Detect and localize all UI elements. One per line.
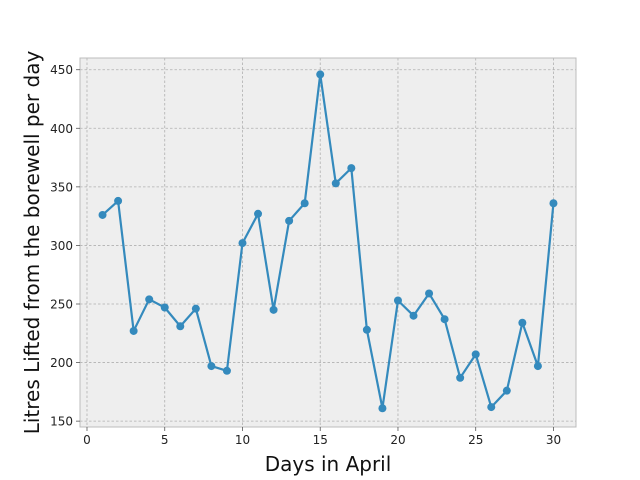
data-point: [145, 295, 154, 304]
data-series: [98, 70, 558, 413]
y-tick-label: 150: [50, 415, 73, 429]
data-point: [393, 296, 402, 305]
data-point: [222, 366, 231, 375]
data-point: [98, 210, 107, 219]
data-point: [176, 322, 185, 331]
data-point: [440, 315, 449, 324]
data-point: [487, 403, 496, 412]
data-point: [285, 216, 294, 225]
data-point: [269, 305, 278, 314]
data-point: [207, 362, 216, 371]
data-point: [254, 209, 263, 218]
x-tick-label: 15: [313, 433, 328, 447]
data-point: [409, 311, 418, 320]
data-point: [300, 199, 309, 208]
y-tick-label: 350: [50, 180, 73, 194]
data-point: [129, 326, 138, 335]
data-point: [549, 199, 558, 208]
data-point: [378, 404, 387, 413]
data-point: [347, 164, 356, 173]
x-tick-label: 5: [161, 433, 169, 447]
data-point: [471, 350, 480, 359]
data-point: [160, 303, 169, 312]
data-point: [362, 325, 371, 334]
x-tick-label: 30: [546, 433, 561, 447]
data-point: [425, 289, 434, 298]
data-point: [238, 239, 247, 248]
plot-background: [80, 58, 576, 427]
x-tick-label: 20: [390, 433, 405, 447]
data-point: [456, 373, 465, 382]
y-tick-label: 400: [50, 122, 73, 136]
data-point: [191, 304, 200, 313]
y-tick-label: 300: [50, 239, 73, 253]
x-axis-label: Days in April: [265, 452, 392, 476]
x-tick-label: 10: [235, 433, 250, 447]
y-tick-label: 450: [50, 63, 73, 77]
data-point: [316, 70, 325, 79]
plot-frame: [79, 57, 577, 428]
y-tick-label: 250: [50, 298, 73, 312]
x-tick-label: 0: [83, 433, 91, 447]
series-line: [101, 73, 555, 410]
data-point: [331, 179, 340, 188]
data-point: [114, 196, 123, 205]
y-axis-label: Litres Lifted from the borewell per day: [20, 51, 44, 435]
data-point: [518, 318, 527, 327]
data-point: [533, 362, 542, 371]
axis-ticks: 0 5 10 15 20 25 30 150 200 250 300 350 400 450: [50, 63, 561, 447]
y-tick-label: 200: [50, 356, 73, 370]
data-point: [502, 386, 511, 395]
x-tick-label: 25: [468, 433, 483, 447]
